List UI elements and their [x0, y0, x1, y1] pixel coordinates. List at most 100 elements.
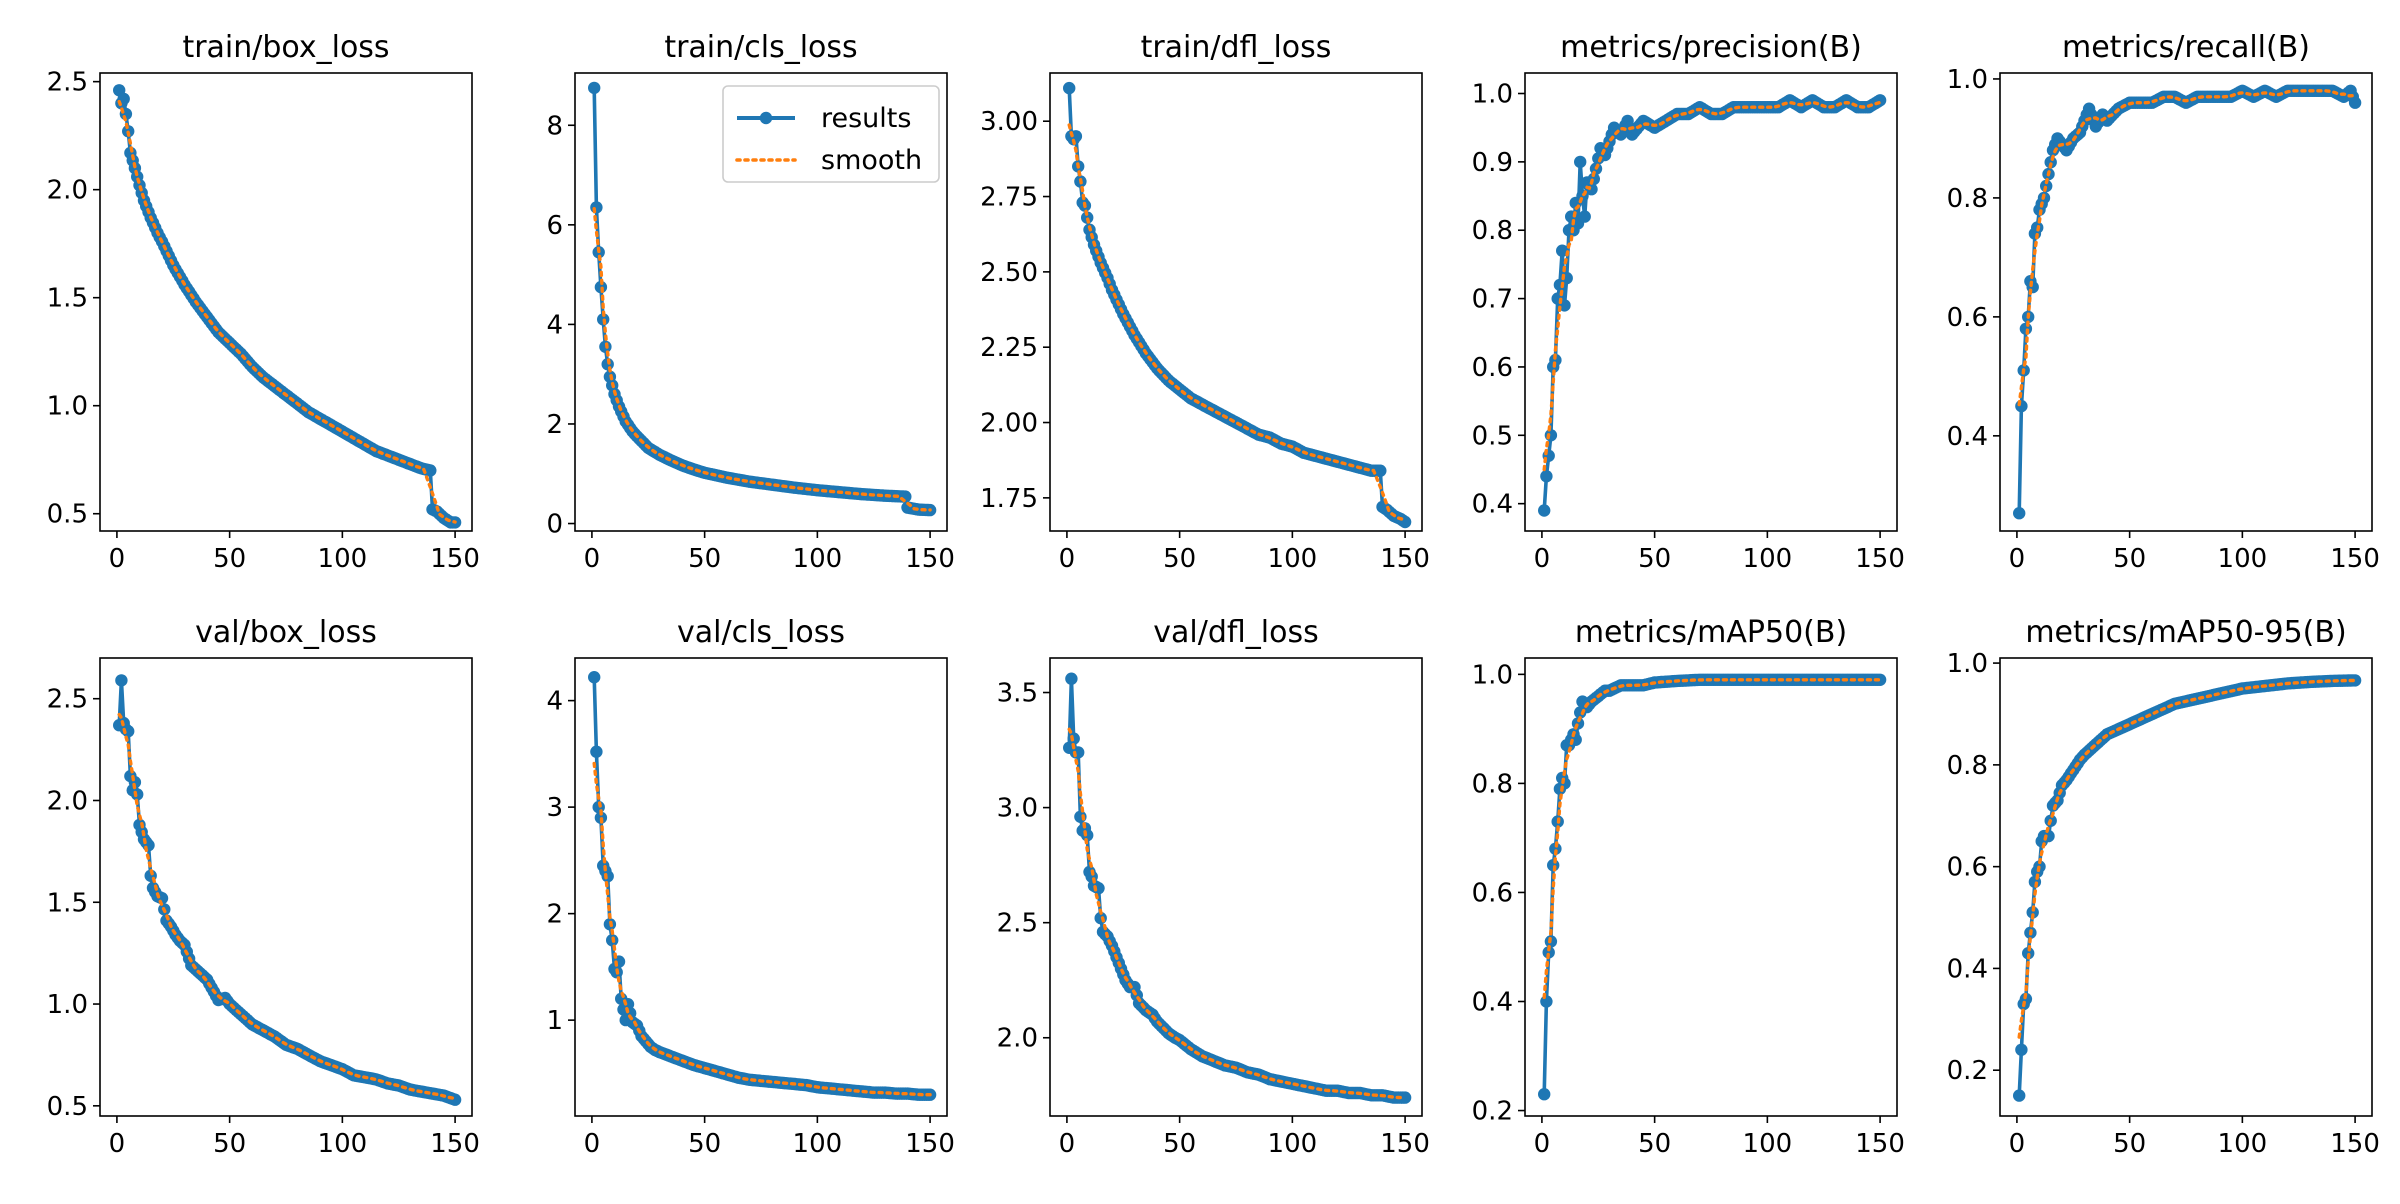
- y-tick-label: 0.6: [1472, 353, 1513, 383]
- subplot-title: val/box_loss: [195, 615, 377, 650]
- x-tick-label: 0: [1534, 544, 1551, 574]
- x-tick-label: 100: [793, 544, 843, 574]
- smooth-series-line: [117, 99, 457, 524]
- results-series-line: [1067, 676, 1406, 1100]
- results-series-line: [117, 678, 456, 1102]
- subplot-title: metrics/mAP50-95(B): [2025, 615, 2346, 650]
- subplot-val-dfl-loss: val/dfl_loss 0 50 100 150 2.0 2.5 3.0 3.5: [997, 615, 1430, 1159]
- y-tick-label: 6: [546, 211, 563, 241]
- plot-frame: [1524, 657, 1898, 1117]
- results-point: [1578, 210, 1591, 223]
- y-tick-label: 1.0: [47, 392, 88, 422]
- x-tick-label: 150: [1380, 544, 1430, 574]
- subplot-title: train/box_loss: [182, 30, 389, 65]
- y-tick-label: 0.8: [1472, 216, 1513, 246]
- results-series-line: [2017, 678, 2356, 1096]
- results-point: [588, 671, 601, 684]
- y-tick-label: 1.0: [1472, 80, 1513, 110]
- results-point: [1544, 429, 1558, 442]
- results-point: [1538, 1088, 1551, 1101]
- x-tick-label: 50: [1638, 1129, 1671, 1159]
- y-tick-label: 2.0: [47, 786, 88, 816]
- y-tick-label: 0.2: [1947, 1056, 1988, 1086]
- results-point: [1540, 470, 1553, 483]
- results-point: [2026, 906, 2039, 919]
- y-tick-label: 2.0: [997, 1024, 1038, 1054]
- x-tick-label: 50: [2113, 1129, 2146, 1159]
- subplot-train-cls-loss: train/cls_loss 0 50 100 150 0 2 4 6 8 results smoot…: [546, 30, 954, 574]
- x-tick-label: 100: [318, 1129, 368, 1159]
- y-tick-label: 1.0: [1947, 649, 1988, 679]
- y-tick-label: 0.6: [1947, 303, 1988, 333]
- x-tick-label: 150: [1855, 1129, 1905, 1159]
- y-tick-label: 2.25: [980, 333, 1038, 363]
- results-point: [1398, 1091, 1412, 1104]
- results-series-line: [1542, 678, 1881, 1095]
- y-tick-label: 0.4: [1947, 954, 1988, 984]
- results-point: [1549, 842, 1562, 855]
- x-tick-label: 0: [584, 544, 601, 574]
- y-tick-label: 0.8: [1472, 769, 1513, 799]
- y-tick-label: 2.5: [997, 909, 1038, 939]
- legend: results smooth: [722, 85, 940, 183]
- x-tick-label: 50: [688, 1129, 721, 1159]
- y-tick-label: 2: [546, 410, 563, 440]
- smooth-series-line: [2017, 678, 2357, 1039]
- results-point: [588, 81, 601, 95]
- x-tick-label: 150: [905, 544, 955, 574]
- results-point: [1574, 155, 1587, 169]
- x-tick-label: 150: [1855, 544, 1905, 574]
- smooth-series-line: [1542, 678, 1882, 1000]
- y-tick-label: 2: [546, 900, 563, 930]
- subplot-metrics-precision-b: metrics/precision(B) 0 50 100 150 0.4 0.5 0.6 0.…: [1472, 30, 1905, 574]
- results-point: [1065, 672, 1078, 685]
- x-tick-label: 100: [793, 1129, 843, 1159]
- y-tick-label: 1.75: [980, 484, 1038, 514]
- smooth-series-line: [117, 712, 457, 1101]
- results-point: [1538, 504, 1551, 517]
- y-tick-label: 1: [546, 1006, 563, 1036]
- y-tick-label: 3: [546, 793, 563, 823]
- y-tick-label: 0.9: [1472, 148, 1513, 178]
- results-point: [1374, 464, 1387, 477]
- plot-frame: [574, 657, 948, 1117]
- y-tick-label: 0.2: [1472, 1097, 1513, 1127]
- x-tick-label: 150: [905, 1129, 955, 1159]
- smooth-series-line: [1067, 123, 1407, 522]
- y-tick-label: 0.6: [1472, 878, 1513, 908]
- y-tick-label: 3.5: [997, 679, 1038, 709]
- results-point: [590, 745, 603, 758]
- results-point: [1542, 946, 1555, 959]
- y-tick-label: 2.50: [980, 258, 1038, 288]
- y-tick-label: 1.0: [1947, 65, 1988, 95]
- y-tick-label: 0.7: [1472, 285, 1513, 315]
- results-point: [1585, 183, 1598, 196]
- x-tick-label: 100: [1743, 1129, 1793, 1159]
- subplot-train-box-loss: train/box_loss 0 50 100 150 0.5 1.0 1.5 2.0 2.5: [47, 30, 480, 574]
- x-tick-label: 0: [2009, 1129, 2026, 1159]
- subplot-title: train/cls_loss: [664, 30, 857, 65]
- plot-frame: [99, 72, 473, 532]
- smooth-series-line: [592, 207, 932, 512]
- y-tick-label: 2.75: [980, 183, 1038, 213]
- x-tick-label: 50: [688, 544, 721, 574]
- subplot-val-cls-loss: val/cls_loss 0 50 100 150 1 2 3 4: [546, 615, 954, 1159]
- x-tick-label: 0: [2009, 544, 2026, 574]
- results-point: [1549, 353, 1562, 367]
- y-tick-label: 4: [546, 687, 563, 717]
- subplot-metrics-recall-b: metrics/recall(B) 0 50 100 150 0.4 0.6 0.8 1.0: [1947, 30, 2380, 574]
- x-tick-label: 50: [1638, 544, 1671, 574]
- x-tick-label: 0: [109, 1129, 126, 1159]
- y-tick-label: 0.4: [1472, 988, 1513, 1018]
- subplot-title: metrics/recall(B): [2062, 30, 2310, 65]
- x-tick-label: 0: [109, 544, 126, 574]
- plot-frame: [1524, 72, 1898, 532]
- subplot-title: metrics/mAP50(B): [1575, 615, 1847, 650]
- results-point: [1556, 244, 1569, 257]
- y-tick-label: 2.5: [47, 68, 88, 98]
- x-tick-label: 150: [430, 544, 480, 574]
- y-tick-label: 1.0: [1472, 660, 1513, 690]
- plot-frame: [1049, 72, 1423, 532]
